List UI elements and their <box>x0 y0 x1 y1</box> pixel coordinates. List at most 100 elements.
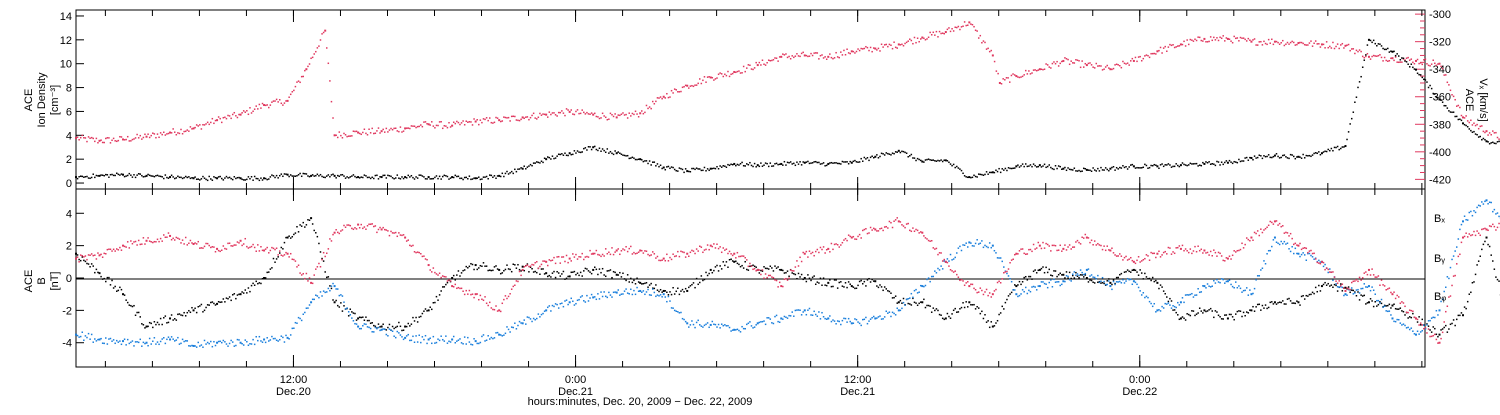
density-sample <box>111 174 113 176</box>
density-sample <box>401 176 403 178</box>
by-sample <box>1469 212 1471 214</box>
by-sample <box>150 343 152 345</box>
density-sample <box>1132 164 1134 166</box>
bz-sample <box>158 241 160 243</box>
bz-point <box>146 240 148 242</box>
by-sample <box>105 337 107 339</box>
bz-sample <box>627 251 629 253</box>
bx-sample <box>83 260 85 262</box>
density-sample <box>730 164 732 166</box>
vx-sample <box>265 105 267 107</box>
density-sample <box>246 179 248 181</box>
bx-sample <box>1237 311 1239 313</box>
density-sample <box>1254 155 1256 157</box>
bz-sample <box>456 288 458 290</box>
bz-sample <box>759 269 761 271</box>
density-sample <box>373 178 375 180</box>
vx-sample <box>111 140 113 142</box>
by-sample <box>97 339 99 341</box>
vx-point <box>663 96 665 98</box>
vx-sample <box>398 131 400 133</box>
bz-sample <box>130 240 132 242</box>
bz-sample <box>838 246 840 248</box>
density-sample <box>97 175 99 177</box>
density-sample <box>492 177 494 179</box>
bx-point <box>381 326 383 328</box>
density-sample <box>140 173 142 175</box>
density-sample <box>1205 161 1207 163</box>
density-sample <box>440 178 442 180</box>
vx-point <box>287 100 289 102</box>
vx-sample <box>483 118 485 120</box>
bz-sample <box>459 288 461 290</box>
bz-sample <box>199 247 201 249</box>
bz-sample <box>282 255 284 257</box>
bz-point <box>827 248 829 250</box>
bx-sample <box>437 299 439 301</box>
bx-sample <box>255 281 257 283</box>
by-sample <box>1078 275 1080 277</box>
bz-sample <box>581 253 583 255</box>
vx-sample <box>147 133 149 135</box>
bz-sample <box>754 268 756 270</box>
bz-sample <box>896 217 898 219</box>
bx-sample <box>890 292 892 294</box>
vx-sample <box>798 55 800 57</box>
vx-sample <box>1401 61 1403 63</box>
bx-sample <box>1241 316 1243 318</box>
density-sample <box>925 159 927 161</box>
bz-sample <box>116 248 118 250</box>
bx-sample <box>1483 244 1485 246</box>
bz-point <box>310 282 312 284</box>
by-sample <box>1196 294 1198 296</box>
bz-sample <box>650 254 652 256</box>
density-sample <box>591 149 593 151</box>
bx-sample <box>641 283 643 285</box>
density-sample <box>1221 161 1223 163</box>
bx-sample <box>1179 319 1181 321</box>
bx-point <box>968 301 970 303</box>
by-sample <box>1069 279 1071 281</box>
vx-sample <box>1337 43 1339 45</box>
density-point <box>451 176 453 178</box>
bz-sample <box>854 238 856 240</box>
by-sample <box>614 291 616 293</box>
bz-sample <box>785 278 787 280</box>
bfield-tick-label: -4 <box>62 338 72 350</box>
density-sample <box>994 172 996 174</box>
bx-sample <box>947 313 949 315</box>
bx-sample <box>886 288 888 290</box>
by-sample <box>1235 281 1237 283</box>
by-sample <box>1490 202 1492 204</box>
bx-sample <box>696 278 698 280</box>
bx-sample <box>1327 283 1329 285</box>
vx-tick-label: -360 <box>1429 92 1451 104</box>
vx-point <box>1486 130 1488 132</box>
density-point <box>522 168 524 170</box>
density-point <box>1133 165 1135 167</box>
vx-sample <box>1224 40 1226 42</box>
bz-sample <box>665 260 667 262</box>
bx-point <box>357 317 359 319</box>
vx-sample <box>588 113 590 115</box>
density-sample <box>290 174 292 176</box>
bz-sample <box>798 265 800 267</box>
bx-sample <box>708 273 710 275</box>
vx-sample <box>119 136 121 138</box>
density-sample <box>232 179 234 181</box>
density-point <box>827 163 829 165</box>
vx-sample <box>633 114 635 116</box>
by-sample <box>773 323 775 325</box>
vx-sample <box>1070 60 1072 62</box>
bx-sample <box>679 294 681 296</box>
bz-sample <box>152 242 154 244</box>
bx-sample <box>965 301 967 303</box>
density-sample <box>1069 169 1071 171</box>
bz-sample <box>119 247 121 249</box>
vx-sample <box>1085 63 1087 65</box>
density-sample <box>511 171 513 173</box>
bz-sample <box>306 273 308 275</box>
by-sample <box>603 291 605 293</box>
by-sample <box>1213 280 1215 282</box>
bx-sample <box>343 305 345 307</box>
